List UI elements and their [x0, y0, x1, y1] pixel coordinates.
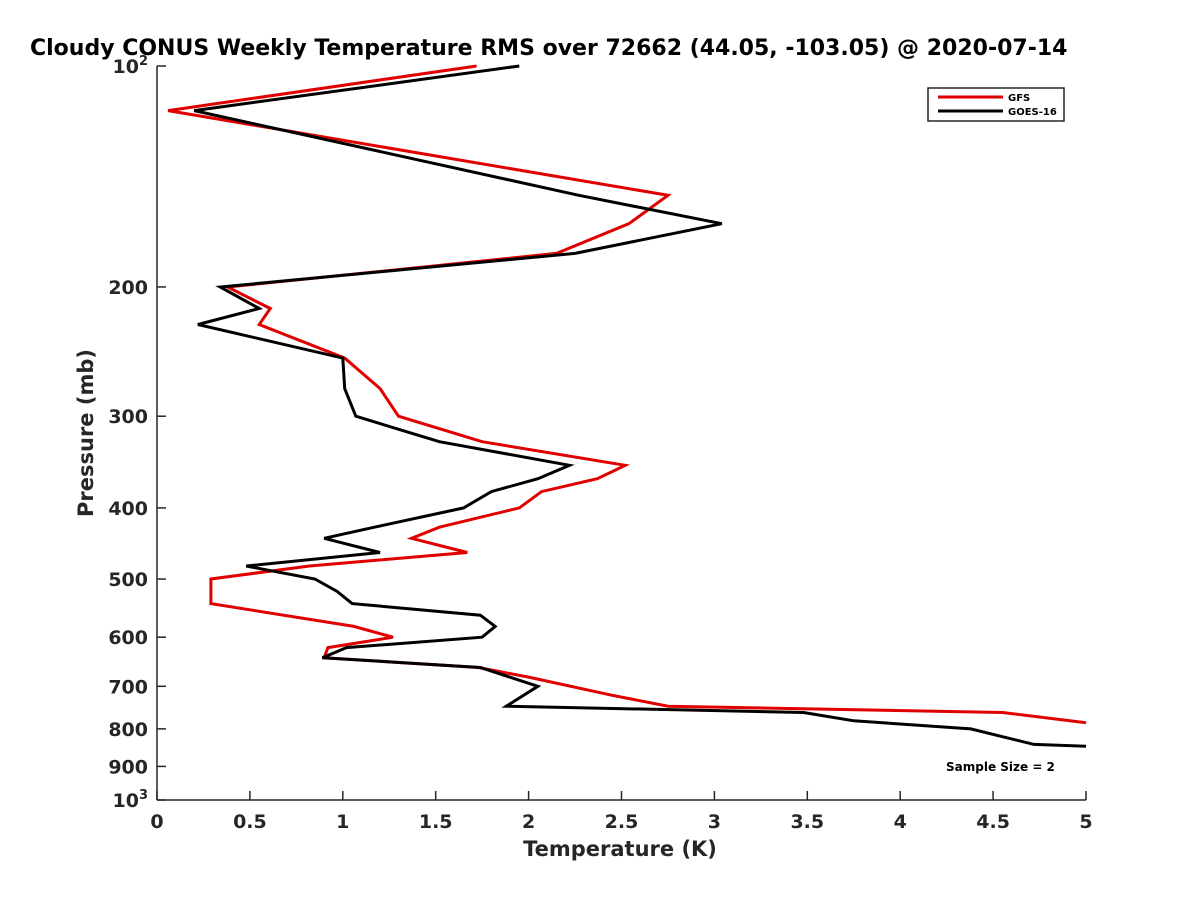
- y-tick-label: 300: [108, 406, 148, 428]
- y-tick-label: 200: [108, 277, 148, 299]
- x-tick-label: 5: [1079, 811, 1092, 833]
- y-tick-label: 400: [108, 498, 148, 520]
- y-tick-label: 900: [108, 756, 148, 778]
- series-layer: [167, 64, 1087, 748]
- legend-label: GFS: [1008, 93, 1030, 104]
- y-tick-label: 600: [108, 627, 148, 649]
- series-line-goes-16: [193, 64, 1087, 748]
- y-tick-label: 700: [108, 676, 148, 698]
- x-tick-label: 2.5: [605, 811, 639, 833]
- legend-box: [927, 87, 1065, 122]
- y-tick-label: 800: [108, 719, 148, 741]
- sample-size-annotation: Sample Size = 2: [946, 760, 1055, 774]
- y-tick-label: 500: [108, 569, 148, 591]
- x-tick-label: 2: [522, 811, 535, 833]
- y-axis-label: Pressure (mb): [74, 349, 98, 517]
- series-line-gfs: [167, 64, 1087, 725]
- legend: GFS GOES-16: [927, 87, 1065, 122]
- axes-layer: 0 0.5 1 1.5 2 2.5 3 3.5 4 4.5 5 102 200 300 400 500 600 7…: [108, 54, 1092, 833]
- x-tick-label: 0: [150, 811, 163, 833]
- x-tick-label: 3: [708, 811, 721, 833]
- x-tick-label: 3.5: [790, 811, 824, 833]
- x-tick-label: 4.5: [976, 811, 1010, 833]
- legend-label: GOES-16: [1008, 107, 1057, 118]
- y-tick-label: 102: [113, 54, 149, 78]
- x-tick-label: 1: [336, 811, 349, 833]
- x-axis-label: Temperature (K): [523, 837, 717, 861]
- x-tick-label: 1.5: [419, 811, 453, 833]
- y-tick-label: 103: [113, 788, 149, 812]
- x-tick-label: 0.5: [233, 811, 267, 833]
- x-tick-label: 4: [894, 811, 907, 833]
- chart-title: Cloudy CONUS Weekly Temperature RMS over…: [30, 36, 1067, 61]
